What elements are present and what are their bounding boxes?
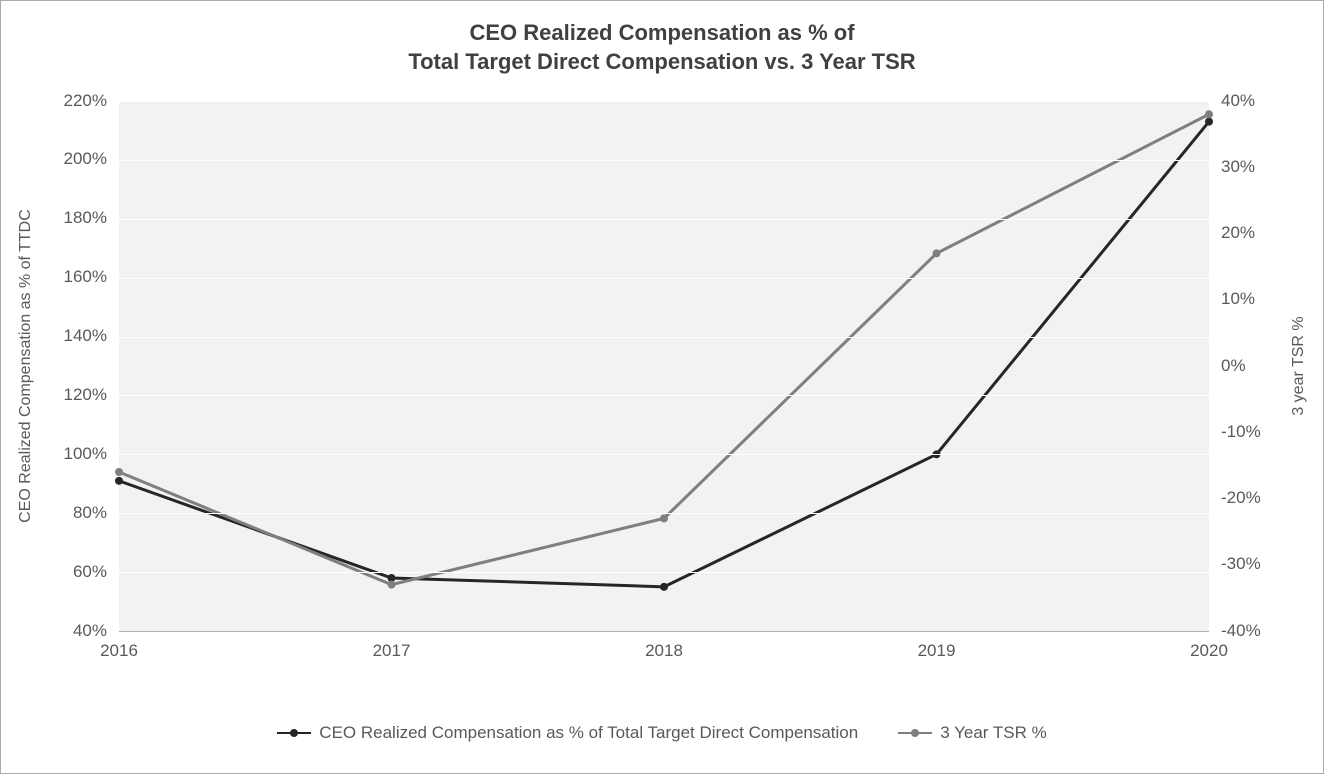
line-series-svg xyxy=(119,101,1209,631)
gridline xyxy=(119,337,1209,338)
y-right-tick-label: -20% xyxy=(1221,488,1261,508)
y-left-tick-label: 160% xyxy=(64,267,107,287)
y-left-axis-label: CEO Realized Compensation as % of TTDC xyxy=(17,166,35,566)
x-axis-line xyxy=(119,631,1209,632)
gridline xyxy=(119,572,1209,573)
gridline xyxy=(119,160,1209,161)
y-right-tick-label: -30% xyxy=(1221,554,1261,574)
x-tick-label: 2018 xyxy=(639,641,689,661)
y-left-tick-label: 100% xyxy=(64,444,107,464)
y-right-tick-label: 10% xyxy=(1221,289,1255,309)
y-left-tick-label: 60% xyxy=(73,562,107,582)
series-marker xyxy=(1205,118,1213,126)
series-marker xyxy=(115,468,123,476)
legend: CEO Realized Compensation as % of Total … xyxy=(1,723,1323,743)
chart-container: CEO Realized Compensation as % of Total … xyxy=(0,0,1324,774)
legend-swatch xyxy=(898,732,932,735)
series-marker xyxy=(660,583,668,591)
series-marker xyxy=(115,477,123,485)
y-left-tick-label: 200% xyxy=(64,149,107,169)
chart-title-line1: CEO Realized Compensation as % of xyxy=(469,20,854,45)
y-right-tick-label: -10% xyxy=(1221,422,1261,442)
y-left-tick-label: 40% xyxy=(73,621,107,641)
y-right-tick-label: -40% xyxy=(1221,621,1261,641)
gridline xyxy=(119,395,1209,396)
legend-item: CEO Realized Compensation as % of Total … xyxy=(277,723,858,743)
gridline xyxy=(119,513,1209,514)
series-marker xyxy=(933,249,941,257)
legend-item: 3 Year TSR % xyxy=(898,723,1046,743)
y-right-tick-label: 40% xyxy=(1221,91,1255,111)
y-right-tick-label: 20% xyxy=(1221,223,1255,243)
x-tick-label: 2020 xyxy=(1184,641,1234,661)
y-left-tick-label: 120% xyxy=(64,385,107,405)
x-tick-label: 2017 xyxy=(367,641,417,661)
series-marker xyxy=(660,514,668,522)
legend-swatch xyxy=(277,732,311,735)
legend-label: CEO Realized Compensation as % of Total … xyxy=(319,723,858,743)
y-left-tick-label: 180% xyxy=(64,208,107,228)
y-right-axis-label: 3 year TSR % xyxy=(1290,216,1308,516)
legend-marker-icon xyxy=(290,729,298,737)
x-tick-label: 2016 xyxy=(94,641,144,661)
legend-marker-icon xyxy=(911,729,919,737)
y-right-tick-label: 0% xyxy=(1221,356,1246,376)
y-right-tick-label: 30% xyxy=(1221,157,1255,177)
y-left-tick-label: 80% xyxy=(73,503,107,523)
x-tick-label: 2019 xyxy=(912,641,962,661)
y-left-tick-label: 140% xyxy=(64,326,107,346)
gridline xyxy=(119,454,1209,455)
chart-title: CEO Realized Compensation as % of Total … xyxy=(1,1,1323,76)
y-left-tick-label: 220% xyxy=(64,91,107,111)
series-marker xyxy=(388,581,396,589)
gridline xyxy=(119,219,1209,220)
gridline xyxy=(119,101,1209,102)
gridline xyxy=(119,278,1209,279)
chart-title-line2: Total Target Direct Compensation vs. 3 Y… xyxy=(408,49,915,74)
plot-area xyxy=(119,101,1209,631)
legend-label: 3 Year TSR % xyxy=(940,723,1046,743)
series-marker xyxy=(1205,110,1213,118)
